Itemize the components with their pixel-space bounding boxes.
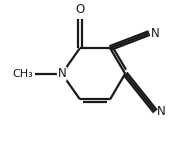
Text: O: O bbox=[75, 3, 85, 16]
Text: N: N bbox=[57, 67, 66, 80]
Text: N: N bbox=[151, 27, 160, 40]
Text: N: N bbox=[157, 105, 166, 118]
Text: CH₃: CH₃ bbox=[13, 69, 33, 79]
